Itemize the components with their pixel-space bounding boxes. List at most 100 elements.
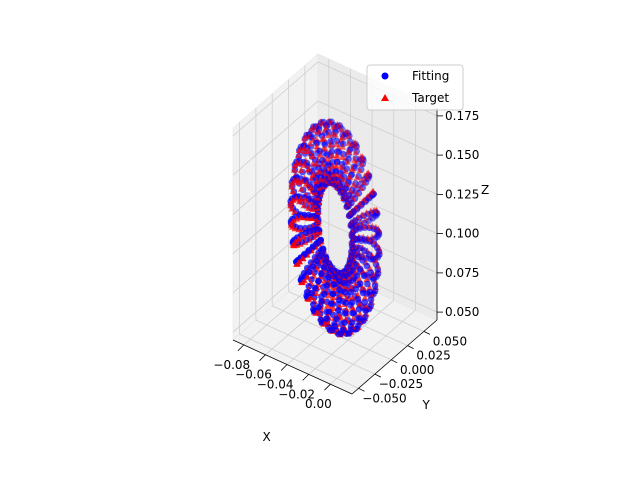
legend-target-label: Target bbox=[411, 91, 449, 105]
target-point-203 bbox=[349, 165, 356, 172]
target-point-275 bbox=[328, 152, 336, 159]
target-point-221 bbox=[344, 158, 351, 165]
fitting-point-24 bbox=[353, 272, 361, 280]
target-point-21 bbox=[361, 294, 369, 301]
target-point-200 bbox=[352, 142, 360, 150]
target-point-433 bbox=[299, 254, 306, 262]
fitting-point-256 bbox=[333, 137, 341, 145]
x-tick-label-0: −0.08 bbox=[213, 358, 250, 372]
target-point-396 bbox=[290, 217, 297, 224]
fitting-point-454 bbox=[313, 257, 321, 265]
target-point-345 bbox=[305, 165, 313, 172]
fitting-point-4 bbox=[354, 295, 362, 303]
target-point-272 bbox=[322, 124, 330, 131]
target-point-379 bbox=[293, 195, 300, 202]
fitting-point-473 bbox=[320, 264, 328, 271]
fitting-point-170 bbox=[348, 199, 355, 207]
fitting-point-3 bbox=[355, 306, 363, 313]
target-point-236 bbox=[337, 126, 345, 133]
fitting-point-545 bbox=[341, 288, 349, 296]
target-point-338 bbox=[297, 166, 305, 173]
target-point-255 bbox=[331, 131, 339, 138]
legend-fitting-marker bbox=[381, 72, 389, 80]
z-axis-label: Z bbox=[481, 183, 489, 197]
fitting-point-56 bbox=[371, 282, 379, 290]
y-axis-line bbox=[351, 319, 438, 395]
target-point-397 bbox=[293, 215, 301, 222]
target-point-273 bbox=[325, 131, 332, 139]
fitting-point-541 bbox=[339, 326, 347, 334]
fitting-point-506 bbox=[325, 308, 333, 316]
fitting-point-42 bbox=[356, 265, 364, 273]
legend-fitting-label: Fitting bbox=[412, 69, 449, 83]
target-point-39 bbox=[366, 284, 373, 291]
y-tick-mark-3 bbox=[407, 345, 414, 349]
fitting-point-525 bbox=[335, 306, 342, 314]
fitting-point-5 bbox=[352, 285, 360, 293]
target-point-182 bbox=[359, 155, 366, 163]
grid-y-floor-0 bbox=[239, 333, 359, 389]
fitting-point-310 bbox=[316, 147, 323, 155]
fitting-point-60 bbox=[359, 257, 366, 264]
fitting-point-453 bbox=[309, 263, 317, 271]
fitting-point-491 bbox=[325, 273, 333, 281]
target-point-534 bbox=[324, 291, 332, 299]
fitting-point-58 bbox=[367, 269, 375, 276]
fitting-point-2 bbox=[356, 315, 363, 322]
fitting-point-311 bbox=[319, 156, 326, 164]
fitting-point-563 bbox=[347, 288, 354, 296]
target-point-372 bbox=[300, 201, 308, 209]
y-tick-mark-0 bbox=[358, 387, 365, 392]
fitting-point-21 bbox=[361, 299, 369, 306]
target-point-311 bbox=[319, 160, 327, 167]
fitting-point-257 bbox=[334, 148, 341, 155]
fitting-point-472 bbox=[318, 270, 325, 278]
target-point-535 bbox=[324, 302, 331, 309]
target-point-450 bbox=[301, 276, 308, 284]
y-tick-label-2: 0.000 bbox=[400, 363, 434, 377]
fitting-point-294 bbox=[324, 161, 332, 169]
x-tick-label-3: −0.02 bbox=[278, 387, 315, 401]
x-tick-mark-0 bbox=[237, 344, 245, 352]
x-tick-label-2: −0.04 bbox=[257, 378, 294, 392]
fitting-point-152 bbox=[350, 208, 358, 215]
target-point-468 bbox=[307, 293, 315, 301]
target-point-240 bbox=[337, 163, 345, 171]
fitting-point-275 bbox=[328, 148, 336, 155]
fitting-point-77 bbox=[365, 251, 373, 258]
target-point-257 bbox=[333, 151, 341, 158]
target-point-202 bbox=[351, 156, 358, 163]
target-point-183 bbox=[358, 160, 366, 167]
target-point-398 bbox=[297, 213, 305, 221]
fitting-point-508 bbox=[329, 290, 337, 298]
fitting-point-55 bbox=[371, 287, 379, 295]
z-tick-label-0: 0.050 bbox=[445, 305, 479, 319]
fitting-point-59 bbox=[363, 262, 371, 270]
x-axis-line bbox=[232, 339, 353, 395]
fitting-point-22 bbox=[359, 289, 367, 297]
x-tick-label-1: −0.06 bbox=[235, 368, 272, 382]
y-tick-label-4: 0.050 bbox=[433, 334, 467, 348]
fitting-point-510 bbox=[331, 273, 338, 280]
target-point-347 bbox=[313, 177, 320, 185]
fitting-point-39 bbox=[366, 288, 374, 296]
tick-marks: −0.08−0.06−0.04−0.020.00 −0.050−0.0250.00… bbox=[213, 109, 479, 411]
target-point-414 bbox=[292, 237, 300, 245]
target-point-364 bbox=[307, 184, 315, 191]
fitting-point-40 bbox=[364, 280, 371, 288]
target-point-238 bbox=[339, 143, 346, 150]
fitting-point-312 bbox=[321, 166, 328, 173]
axes-panes bbox=[232, 53, 438, 395]
target-point-218 bbox=[345, 132, 353, 140]
fitting-point-507 bbox=[327, 300, 335, 307]
y-tick-label-0: −0.050 bbox=[362, 391, 406, 405]
z-tick-label-2: 0.100 bbox=[445, 227, 479, 241]
fitting-point-37 bbox=[367, 302, 375, 309]
fitting-point-488 bbox=[318, 298, 325, 305]
fitting-point-41 bbox=[360, 272, 368, 280]
target-point-344 bbox=[300, 161, 308, 168]
target-point-292 bbox=[321, 144, 329, 152]
fitting-point-79 bbox=[356, 244, 364, 252]
target-point-562 bbox=[348, 294, 356, 302]
